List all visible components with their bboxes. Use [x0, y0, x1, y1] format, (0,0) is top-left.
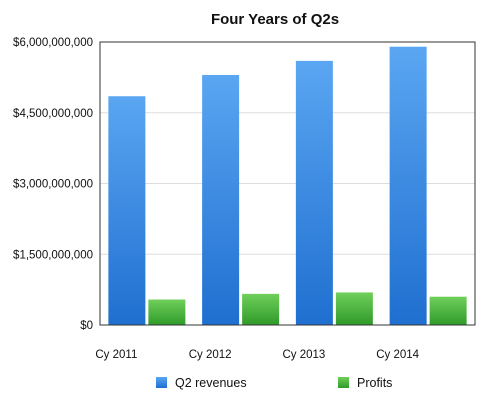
- y-tick-label: $3,000,000,000: [13, 179, 93, 191]
- bar-profits-1: [242, 293, 280, 325]
- legend: Q2 revenues Profits: [156, 376, 392, 390]
- y-axis-ticks: $0 $1,500,000,000 $3,000,000,000 $4,500,000…: [13, 37, 93, 332]
- bar-q2-revenues-1: [202, 75, 240, 326]
- x-tick-label: Cy 2011: [95, 349, 137, 361]
- legend-label: Q2 revenues: [175, 376, 247, 390]
- x-tick-label: Cy 2013: [282, 349, 325, 361]
- bar-profits-2: [335, 292, 373, 325]
- plot-frame: [99, 41, 476, 326]
- y-tick-label: $1,500,000,000: [13, 249, 93, 261]
- bar-q2-revenues-3: [389, 46, 427, 325]
- chart-title: Four Years of Q2s: [211, 11, 339, 28]
- bars: [108, 46, 467, 326]
- x-tick-label: Cy 2014: [376, 349, 419, 361]
- bar-profits-0: [148, 299, 186, 325]
- y-tick-label: $4,500,000,000: [13, 108, 93, 120]
- legend-swatch: [338, 377, 349, 388]
- bar-q2-revenues-2: [295, 60, 333, 325]
- y-tick-label: $6,000,000,000: [13, 37, 93, 49]
- legend-label: Profits: [357, 376, 392, 390]
- x-axis-ticks: Cy 2011 Cy 2012 Cy 2013 Cy 2014: [95, 349, 419, 361]
- bar-profits-3: [429, 296, 467, 325]
- y-tick-label: $0: [80, 320, 93, 332]
- bar-q2-revenues-0: [108, 96, 146, 325]
- x-tick-label: Cy 2012: [189, 349, 232, 361]
- legend-swatch: [156, 377, 167, 388]
